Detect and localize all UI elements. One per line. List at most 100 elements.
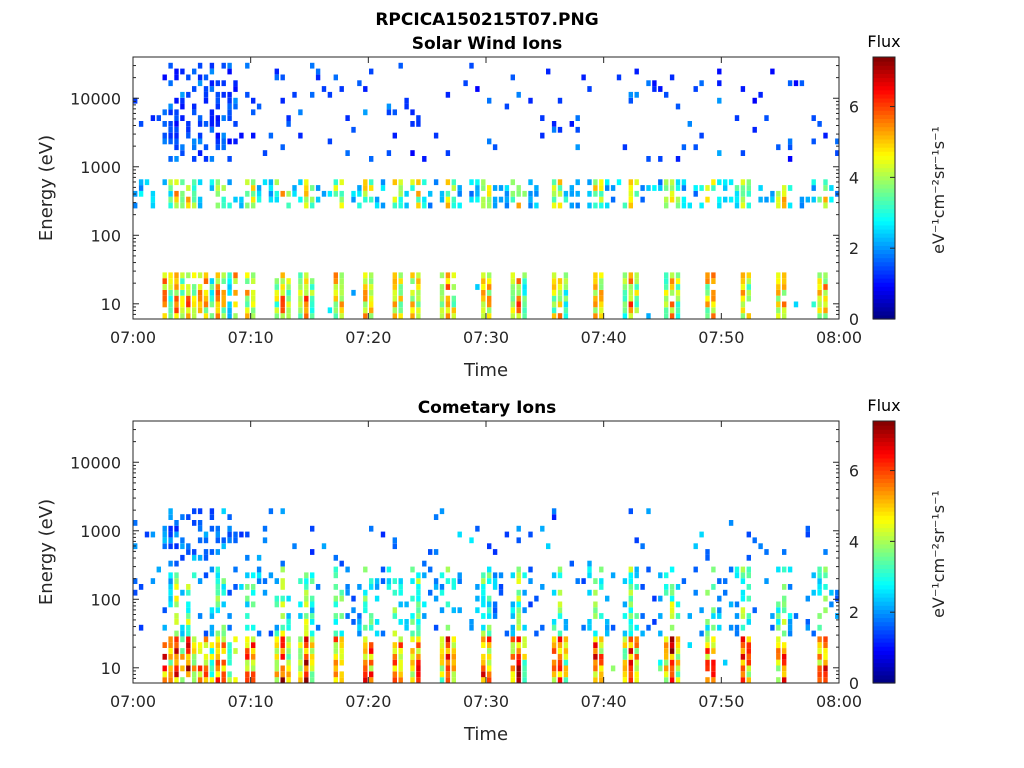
heatmap-cell (605, 202, 610, 209)
heatmap-cell (363, 289, 368, 296)
heatmap-cell (510, 272, 515, 279)
heatmap-cell (522, 307, 527, 314)
colorbar-swatch (873, 547, 895, 553)
heatmap-cell (740, 202, 746, 209)
heatmap-cell (398, 284, 403, 290)
colorbar-swatch (873, 175, 895, 181)
y-axis-label: Energy (eV) (36, 135, 57, 241)
heatmap-cell (628, 578, 633, 584)
heatmap-cell (192, 138, 197, 145)
heatmap-cell (298, 278, 303, 284)
heatmap-cell (174, 144, 179, 151)
heatmap-cell (369, 307, 374, 314)
heatmap-cell (569, 202, 574, 209)
heatmap-cell (162, 278, 167, 284)
heatmap-cell (776, 566, 781, 573)
heatmap-cell (457, 531, 462, 538)
heatmap-cell (363, 185, 368, 191)
heatmap-cell (445, 307, 451, 314)
solar-wind-panel: Solar Wind Ions 07:00 07:10 07:20 07:30 07:4… (36, 32, 948, 381)
heatmap-cell (740, 665, 746, 672)
heatmap-cell (304, 196, 309, 203)
heatmap-cell (168, 272, 173, 279)
colorbar-swatch (873, 601, 895, 606)
heatmap-cell (168, 508, 173, 515)
heatmap-cell (192, 156, 197, 162)
heatmap-cell (215, 537, 220, 544)
heatmap-cell (174, 601, 179, 608)
heatmap-cell (292, 543, 297, 550)
heatmap-cell (280, 613, 285, 619)
heatmap-cell (487, 642, 492, 648)
heatmap-cell (410, 307, 415, 314)
heatmap-cell (516, 537, 521, 544)
heatmap-cell (593, 648, 598, 654)
heatmap-cell (658, 659, 663, 666)
heatmap-cell (557, 284, 563, 290)
heatmap-cell (315, 624, 321, 631)
heatmap-cell (197, 289, 203, 296)
colorbar-swatch (873, 286, 895, 291)
heatmap-cell (669, 196, 675, 203)
heatmap-cell (557, 636, 563, 643)
heatmap-cell (192, 284, 197, 290)
heatmap-cell (416, 601, 421, 608)
heatmap-cell (298, 301, 303, 308)
heatmap-cell (133, 589, 138, 596)
heatmap-cell (782, 595, 787, 602)
heatmap-cell (227, 531, 232, 538)
heatmap-cell (628, 619, 633, 625)
heatmap-cell (233, 537, 238, 544)
heatmap-cell (522, 607, 527, 614)
colorbar-swatch (873, 188, 895, 193)
heatmap-cell (174, 560, 179, 567)
heatmap-cell (439, 659, 445, 666)
heatmap-cell (823, 566, 828, 573)
heatmap-cell (817, 578, 822, 584)
heatmap-cell (174, 132, 179, 139)
heatmap-cell (221, 601, 226, 608)
heatmap-cell (445, 272, 451, 279)
heatmap-cell (280, 278, 285, 284)
heatmap-cell (658, 572, 663, 579)
heatmap-cell (280, 653, 285, 660)
colorbar-tick-label: 2 (849, 239, 859, 258)
heatmap-cell (416, 665, 421, 672)
heatmap-cell (540, 584, 545, 590)
heatmap-cell (699, 202, 704, 209)
heatmap-cell (540, 115, 545, 121)
heatmap-cell (245, 202, 250, 209)
heatmap-cell (315, 68, 321, 75)
heatmap-cell (215, 671, 220, 678)
heatmap-cell (221, 636, 226, 643)
heatmap-cell (304, 289, 309, 296)
heatmap-cell (304, 313, 309, 319)
heatmap-cell (616, 179, 622, 186)
heatmap-cell (487, 601, 492, 608)
heatmap-cell (221, 272, 226, 279)
heatmap-cell (528, 531, 533, 538)
heatmap-cell (510, 196, 515, 203)
heatmap-cell (339, 613, 344, 619)
heatmap-cell (168, 595, 173, 602)
heatmap-cell (363, 642, 368, 648)
heatmap-cell (469, 190, 474, 197)
heatmap-cell (227, 301, 232, 308)
heatmap-cell (498, 572, 504, 579)
heatmap-cell (575, 144, 580, 151)
heatmap-cell (439, 607, 445, 614)
heatmap-cell (197, 272, 203, 279)
heatmap-cell (174, 109, 179, 116)
colorbar-swatch (873, 437, 895, 443)
heatmap-cell (192, 295, 197, 302)
heatmap-cell (298, 601, 303, 608)
heatmap-cell (369, 578, 374, 584)
colorbar-swatch (873, 633, 895, 639)
heatmap-cell (557, 642, 563, 648)
heatmap-cell (782, 202, 787, 209)
heatmap-cell (197, 665, 203, 672)
heatmap-cell (599, 636, 604, 643)
heatmap-cell (180, 543, 185, 550)
heatmap-cell (186, 619, 191, 625)
heatmap-cell (787, 80, 793, 87)
